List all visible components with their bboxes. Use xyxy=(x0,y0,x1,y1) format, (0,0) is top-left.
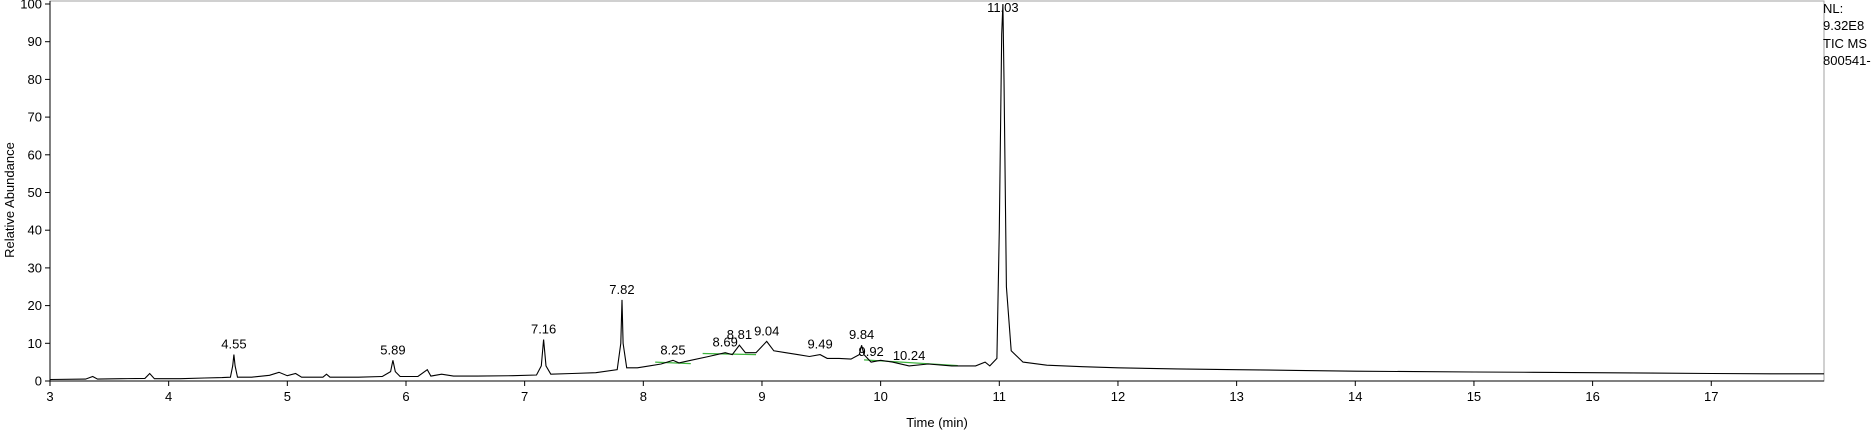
y-tick-label: 0 xyxy=(35,374,42,389)
peak-label: 11.03 xyxy=(987,0,1019,15)
x-tick-label: 17 xyxy=(1704,389,1718,404)
peak-label: 5.89 xyxy=(380,342,405,357)
y-axis-title: Relative Abundance xyxy=(2,142,17,258)
x-tick-label: 11 xyxy=(993,389,1007,404)
integration-baseline xyxy=(655,361,691,365)
x-tick-label: 8 xyxy=(640,389,647,404)
x-axis-ticks: 3 4 5 6 7 8 9 10 11 12 13 14 15 16 17 xyxy=(46,381,1719,404)
peak-label: 9.49 xyxy=(807,337,832,352)
x-tick-label: 10 xyxy=(873,389,887,404)
peak-label: 4.55 xyxy=(221,337,246,352)
y-tick-label: 70 xyxy=(28,110,42,125)
nl-label: NL: xyxy=(1823,1,1844,16)
plot-frame xyxy=(49,0,1825,382)
y-tick-label: 90 xyxy=(28,34,42,49)
scan-type: TIC MS xyxy=(1823,36,1868,51)
peak-label: 9.92 xyxy=(858,344,883,359)
y-tick-label: 30 xyxy=(28,260,42,275)
x-tick-label: 7 xyxy=(521,389,528,404)
y-tick-label: 10 xyxy=(28,336,42,351)
peak-label: 9.04 xyxy=(754,323,779,338)
x-tick-label: 5 xyxy=(284,389,291,404)
x-tick-label: 12 xyxy=(1111,389,1125,404)
x-tick-label: 13 xyxy=(1229,389,1243,404)
x-axis-title: Time (min) xyxy=(906,415,968,430)
y-tick-label: 50 xyxy=(28,185,42,200)
peak-label: 7.82 xyxy=(609,282,634,297)
peak-label: 9.84 xyxy=(849,327,874,342)
y-tick-label: 100 xyxy=(20,0,42,12)
y-tick-label: 80 xyxy=(28,72,42,87)
nl-value: 9.32E8 xyxy=(1823,18,1865,33)
peak-label: 8.25 xyxy=(660,342,685,357)
x-tick-label: 9 xyxy=(758,389,765,404)
y-axis-ticks: 0 10 20 30 40 50 60 70 80 90 100 xyxy=(20,0,50,389)
peak-label: 8.69 xyxy=(713,335,738,350)
tic-trace-line xyxy=(49,3,1824,381)
sample-name: 800541- xyxy=(1823,53,1871,68)
y-tick-label: 40 xyxy=(28,223,42,238)
y-tick-label: 20 xyxy=(28,298,42,313)
x-tick-label: 16 xyxy=(1585,389,1599,404)
peak-labels: 4.55 5.89 7.16 7.82 8.25 8.698.81 9.04 9.49 9.84… xyxy=(221,0,1018,363)
x-tick-label: 6 xyxy=(402,389,409,404)
peak-label: 10.24 xyxy=(893,348,926,363)
x-tick-label: 15 xyxy=(1467,389,1481,404)
y-tick-label: 60 xyxy=(28,147,42,162)
x-tick-label: 4 xyxy=(165,389,172,404)
peak-label: 7.16 xyxy=(531,322,556,337)
x-tick-label: 14 xyxy=(1348,389,1362,404)
x-tick-label: 3 xyxy=(46,389,53,404)
peak-label: 8.81 xyxy=(727,327,752,342)
